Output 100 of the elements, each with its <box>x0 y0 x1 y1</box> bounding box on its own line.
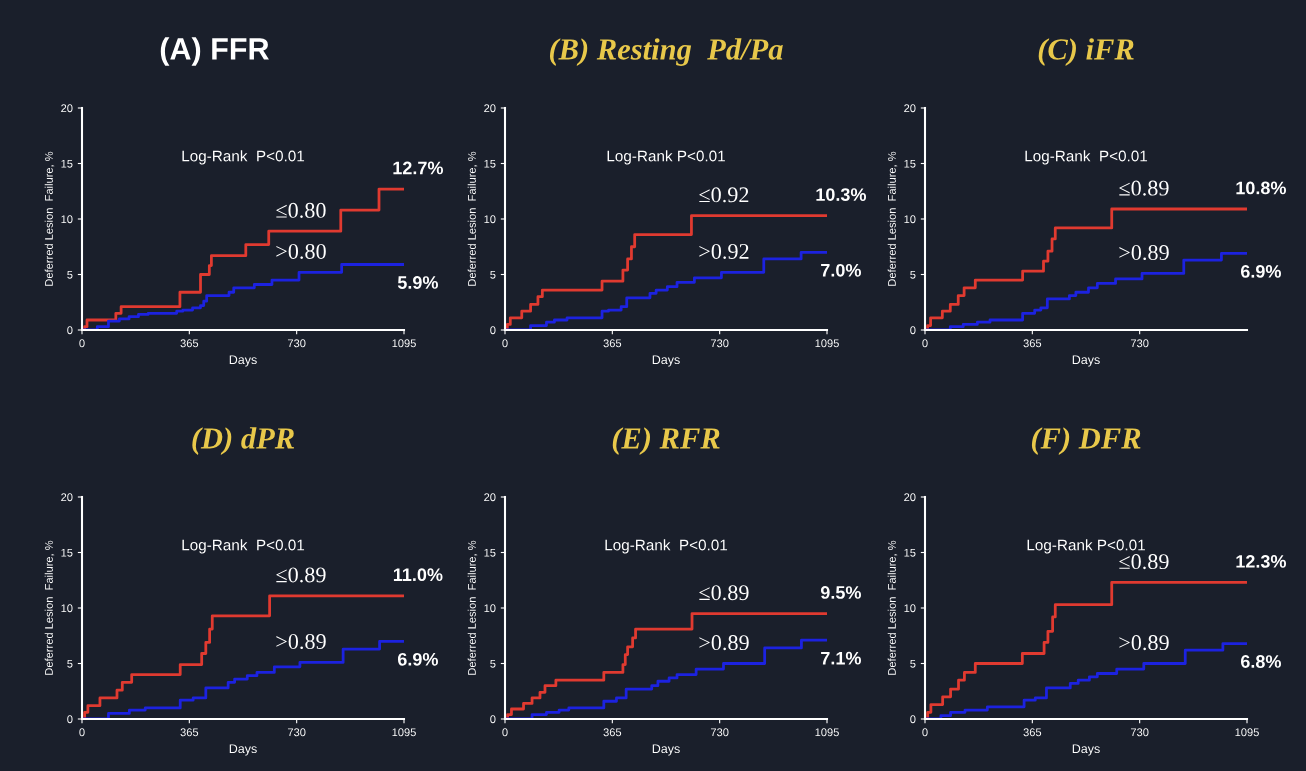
x-tick-label: 365 <box>180 339 199 348</box>
y-tick-label: 0 <box>67 326 73 335</box>
series-label: ≤0.89 <box>276 567 326 583</box>
y-tick-label: 20 <box>904 104 916 113</box>
y-axis-title: Deferred Lesion Failure, % <box>467 540 478 675</box>
annotation: 12.3% <box>1236 555 1287 568</box>
y-tick-label: 20 <box>484 493 496 502</box>
annotation: 7.0% <box>821 263 861 277</box>
y-tick-label: 15 <box>484 548 496 557</box>
y-tick-label: 20 <box>484 104 496 113</box>
y-tick-label: 5 <box>490 659 496 668</box>
annotation: Log-Rank P<0.01 <box>1025 150 1148 165</box>
y-tick-label: 10 <box>484 215 496 224</box>
series-label: ≤0.92 <box>699 187 749 203</box>
y-tick-label: 0 <box>490 326 496 335</box>
annotation: 11.0% <box>393 568 443 582</box>
y-axis-title: Deferred Lesion Failure, % <box>44 151 55 286</box>
x-tick-label: 730 <box>1130 339 1149 348</box>
y-tick-label: 10 <box>904 215 916 224</box>
chart-title: (A) FFR <box>160 37 269 66</box>
annotation: 10.3% <box>816 188 867 202</box>
x-axis-title: Days <box>652 355 680 367</box>
series-label: >0.89 <box>699 635 749 651</box>
x-tick-label: 730 <box>287 339 306 348</box>
y-tick-label: 5 <box>910 270 916 279</box>
x-axis-title: Days <box>229 355 257 367</box>
y-tick-label: 5 <box>67 270 73 279</box>
annotation: 6.9% <box>1240 265 1281 278</box>
y-tick-label: 10 <box>61 215 73 224</box>
x-tick-label: 0 <box>502 728 508 737</box>
chart-title: (F) DFR <box>1031 427 1141 455</box>
y-tick-label: 5 <box>490 270 496 279</box>
x-tick-label: 1095 <box>815 339 839 348</box>
x-tick-label: 1095 <box>1235 728 1259 737</box>
x-tick-label: 365 <box>180 728 199 737</box>
y-tick-label: 5 <box>67 659 73 668</box>
series-label: >0.92 <box>699 243 749 259</box>
y-tick-label: 0 <box>910 715 916 724</box>
y-tick-label: 15 <box>61 548 73 557</box>
series-label: >0.89 <box>1119 635 1169 651</box>
y-tick-label: 20 <box>904 493 916 502</box>
chart-title: (B) Resting Pd/Pa <box>549 38 783 66</box>
y-tick-label: 10 <box>484 604 496 613</box>
y-tick-label: 15 <box>484 159 496 168</box>
annotation: Log-Rank P<0.01 <box>605 539 728 554</box>
y-axis-title: Deferred Lesion Failure, % <box>887 151 898 286</box>
annotation: Log-Rank P<0.01 <box>1027 539 1145 554</box>
y-tick-label: 15 <box>904 159 916 168</box>
x-tick-label: 0 <box>502 339 508 348</box>
x-tick-label: 730 <box>710 728 729 737</box>
y-tick-label: 0 <box>490 715 496 724</box>
x-tick-label: 365 <box>603 728 622 737</box>
series-label: >0.80 <box>276 243 326 259</box>
x-tick-label: 730 <box>710 339 729 348</box>
chart-title: (E) RFR <box>612 427 720 455</box>
annotation: Log-Rank P<0.01 <box>182 539 305 554</box>
x-tick-label: 730 <box>1130 728 1149 737</box>
x-tick-label: 0 <box>922 339 928 348</box>
annotation: 12.7% <box>393 161 444 175</box>
x-axis-title: Days <box>1072 744 1100 756</box>
y-tick-label: 10 <box>61 604 73 613</box>
annotation: 7.1% <box>821 651 861 665</box>
x-tick-label: 0 <box>79 728 85 737</box>
y-tick-label: 20 <box>61 493 73 502</box>
y-tick-label: 20 <box>61 104 73 113</box>
annotation: 9.5% <box>820 586 861 599</box>
series-label: ≤0.89 <box>699 585 749 601</box>
x-tick-label: 730 <box>287 728 306 737</box>
x-tick-label: 365 <box>1023 339 1042 348</box>
annotation: 5.9% <box>397 276 438 289</box>
annotation: Log-Rank P<0.01 <box>182 150 305 165</box>
y-tick-label: 5 <box>910 659 916 668</box>
annotation: 6.8% <box>1240 655 1281 668</box>
x-axis-title: Days <box>1072 355 1100 367</box>
x-axis-title: Days <box>229 744 257 756</box>
annotation: Log-Rank P<0.01 <box>607 150 725 165</box>
x-tick-label: 1095 <box>392 339 416 348</box>
x-tick-label: 365 <box>1023 728 1042 737</box>
y-tick-label: 15 <box>904 548 916 557</box>
y-tick-label: 0 <box>67 715 73 724</box>
annotation: 10.8% <box>1236 181 1287 195</box>
x-axis-title: Days <box>652 744 680 756</box>
series-label: ≤0.89 <box>1119 554 1169 570</box>
y-tick-label: 15 <box>61 159 73 168</box>
y-tick-label: 10 <box>904 604 916 613</box>
y-tick-label: 0 <box>910 326 916 335</box>
series-label: >0.89 <box>1119 245 1169 261</box>
annotation: 6.9% <box>397 652 438 666</box>
y-axis-title: Deferred Lesion Failure, % <box>467 151 478 286</box>
series-label: >0.89 <box>276 634 326 650</box>
x-tick-label: 0 <box>79 339 85 348</box>
chart-title: (D) dPR <box>192 427 295 455</box>
x-tick-label: 1095 <box>392 728 416 737</box>
series-label: ≤0.89 <box>1119 180 1169 196</box>
x-tick-label: 0 <box>922 728 928 737</box>
x-tick-label: 1095 <box>815 728 839 737</box>
y-axis-title: Deferred Lesion Failure, % <box>887 540 898 675</box>
series-label: ≤0.80 <box>276 202 326 218</box>
y-axis-title: Deferred Lesion Failure, % <box>44 540 55 675</box>
x-tick-label: 365 <box>603 339 622 348</box>
